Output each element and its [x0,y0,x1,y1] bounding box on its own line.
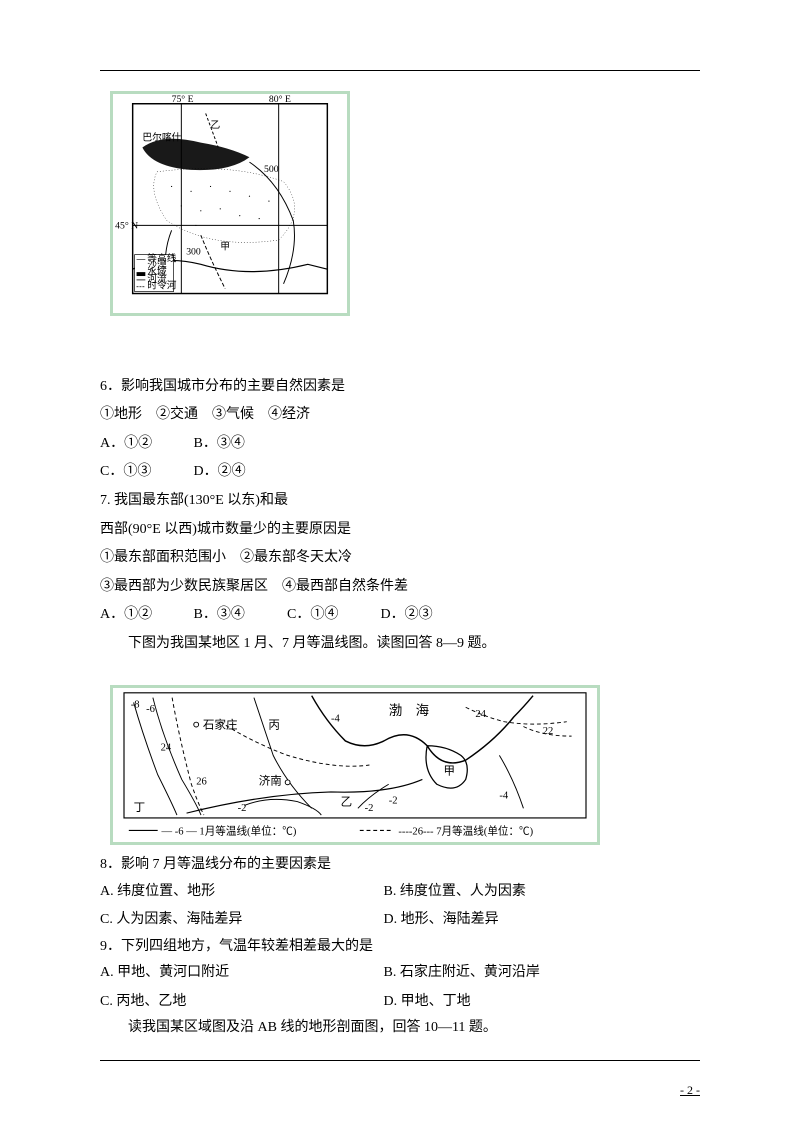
q9-opt-b: B. 石家庄附近、黄河沿岸 [384,960,664,987]
q9-opt-d: D. 甲地、丁地 [384,989,664,1016]
svg-text:丁: 丁 [134,802,146,814]
svg-text:时令河: 时令河 [147,279,176,292]
q7-opt-a: A．①② [100,602,190,629]
svg-text:----26--- 7月等温线(单位：℃): ----26--- 7月等温线(单位：℃) [398,824,533,837]
svg-text:-2: -2 [365,803,374,814]
q8-opt-c: C. 人为因素、海陆差异 [100,907,380,934]
svg-text:-4: -4 [499,790,509,801]
q7-opt-c: C．①④ [287,602,377,629]
intro-89: 下图为我国某地区 1 月、7 月等温线图。读图回答 8—9 题。 [100,631,700,658]
map-figure-1: 75° E 80° E 45° N 巴尔喀什 乙 500 300 甲 [110,91,350,316]
q7-stem2: 西部(90°E 以西)城市数量少的主要原因是 [100,517,700,544]
svg-text:石家庄: 石家庄 [203,717,238,731]
q6-opt-b: B．③④ [194,431,284,458]
q6-opt-d: D．②④ [194,459,284,486]
svg-text:500: 500 [264,164,279,175]
q6-stem: 6．影响我国城市分布的主要自然因素是 [100,374,700,401]
svg-text:渤 海: 渤 海 [389,702,429,717]
svg-text:75° E: 75° E [172,94,194,105]
svg-text:甲: 甲 [220,242,230,253]
q8-opt-d: D. 地形、海陆差异 [384,907,664,934]
q9-stem: 9．下列四组地方，气温年较差相差最大的是 [100,936,700,958]
svg-text:22: 22 [543,726,554,737]
q6-opt-a: A．①② [100,431,190,458]
q6-choices: ①地形 ②交通 ③气候 ④经济 [100,402,700,429]
q9-opt-c: C. 丙地、乙地 [100,989,380,1016]
bottom-rule [100,1060,700,1061]
q8-opt-b: B. 纬度位置、人为因素 [384,879,664,906]
svg-text:巴尔喀什: 巴尔喀什 [142,131,181,144]
svg-text:丙: 丙 [268,719,280,731]
svg-text:300: 300 [186,247,201,258]
svg-text:26: 26 [196,776,207,787]
page-number: - 2 - [680,1079,700,1102]
q7-opt-b: B．③④ [194,602,284,629]
svg-text:24: 24 [475,708,486,719]
q6-opt-c: C．①③ [100,459,190,486]
svg-text:-2: -2 [238,803,247,814]
q7-c1: ①最东部面积范围小 ②最东部冬天太冷 [100,545,700,572]
svg-text:乙: 乙 [341,795,353,808]
svg-text:济南: 济南 [259,773,282,787]
q7-opt-d: D．②③ [381,602,471,629]
q8-stem: 8．影响 7 月等温线分布的主要因素是 [100,854,700,876]
svg-text:-4: -4 [331,713,341,724]
intro-1011: 读我国某区域图及沿 AB 线的地形剖面图，回答 10—11 题。 [100,1017,700,1039]
svg-text:80° E: 80° E [269,94,291,105]
map-figure-2: 渤 海 甲 -8 -6 -4 -2 -2 -2 -4 24 26 [110,685,600,845]
svg-text:-8: -8 [131,699,140,710]
svg-text:24: 24 [161,742,172,753]
svg-text:-6: -6 [146,704,155,715]
q8-opt-a: A. 纬度位置、地形 [100,879,380,906]
svg-text:— -6 — 1月等温线(单位：℃): — -6 — 1月等温线(单位：℃) [161,824,297,837]
svg-text:45° N: 45° N [115,220,138,231]
q7-stem1: 7. 我国最东部(130°E 以东)和最 [100,488,700,515]
q9-opt-a: A. 甲地、黄河口附近 [100,960,380,987]
svg-text:-2: -2 [389,795,398,806]
q7-c2: ③最西部为少数民族聚居区 ④最西部自然条件差 [100,574,700,601]
svg-text:甲: 甲 [444,765,456,777]
top-rule [100,70,700,71]
